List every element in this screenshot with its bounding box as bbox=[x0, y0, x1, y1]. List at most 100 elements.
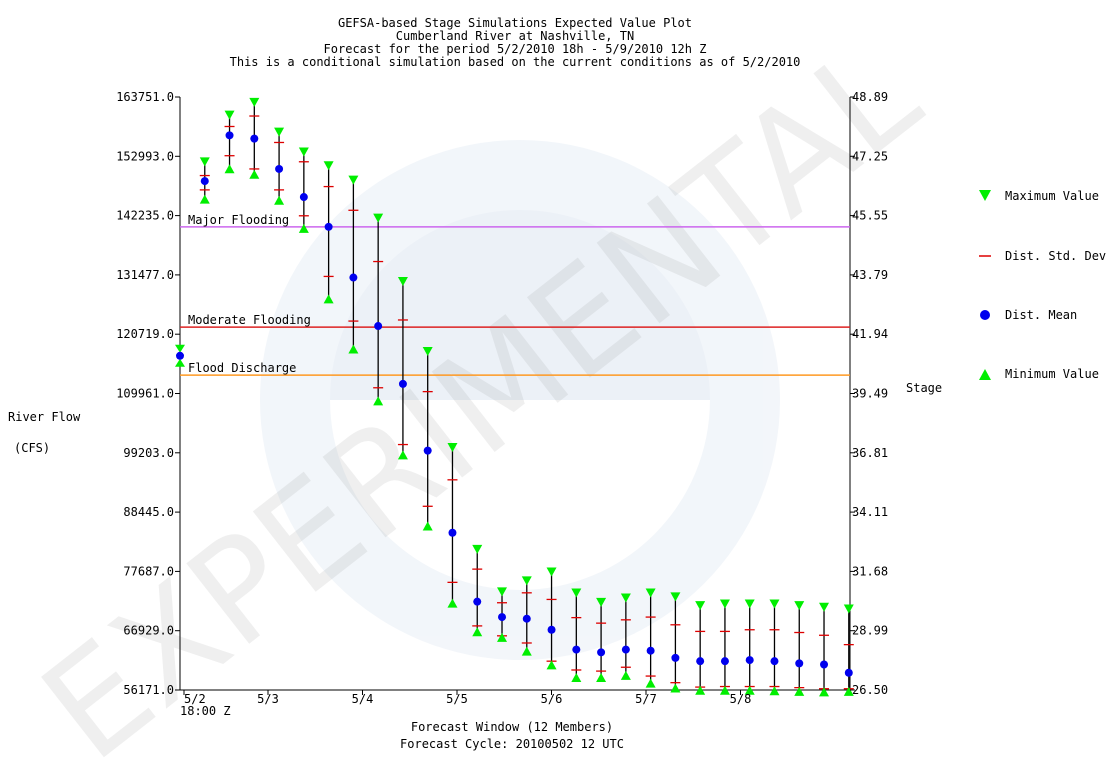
mean-marker bbox=[621, 645, 630, 654]
forecast-step-24 bbox=[769, 599, 780, 696]
mean-marker bbox=[200, 177, 209, 186]
mean-marker bbox=[720, 657, 729, 666]
max-marker bbox=[794, 601, 805, 611]
min-marker bbox=[769, 686, 780, 696]
min-marker bbox=[521, 646, 532, 656]
y-left-tick-label: 77687.0 bbox=[123, 564, 174, 578]
axes: 163751.0 152993.0 142235.0 131477.0 120719.0… bbox=[116, 90, 888, 718]
mean-marker bbox=[448, 528, 457, 537]
mean-marker bbox=[597, 648, 606, 657]
max-marker bbox=[620, 593, 631, 603]
y-right-tick-label: 39.49 bbox=[852, 387, 888, 401]
threshold-label: Moderate Flooding bbox=[188, 313, 311, 327]
legend-max-symbol bbox=[979, 190, 991, 201]
min-marker bbox=[249, 169, 260, 179]
forecast-step-3 bbox=[249, 97, 260, 179]
min-marker bbox=[546, 660, 557, 670]
mean-marker bbox=[398, 379, 407, 388]
min-marker bbox=[497, 632, 508, 642]
observed-min-marker bbox=[175, 358, 185, 367]
y-left-tick-label: 56171.0 bbox=[123, 683, 174, 697]
y-left-tick-label: 142235.0 bbox=[116, 209, 174, 223]
legend-mean-symbol bbox=[980, 310, 990, 320]
y-axis-label-right: Stage bbox=[906, 381, 942, 395]
y-right-tick-label: 47.25 bbox=[852, 149, 888, 163]
forecast-step-2 bbox=[224, 110, 235, 174]
mean-marker bbox=[423, 446, 432, 455]
forecast-step-18 bbox=[620, 593, 631, 680]
max-marker bbox=[571, 588, 582, 598]
min-marker bbox=[596, 673, 607, 683]
min-marker bbox=[819, 687, 830, 697]
max-marker bbox=[447, 442, 458, 452]
legend-item: Dist. Std. Dev bbox=[979, 249, 1106, 263]
forecast-step-23 bbox=[744, 599, 755, 695]
min-marker bbox=[571, 673, 582, 683]
min-marker bbox=[348, 344, 359, 354]
max-marker bbox=[298, 147, 309, 157]
min-marker bbox=[620, 670, 631, 680]
max-marker bbox=[596, 597, 607, 607]
max-marker bbox=[769, 599, 780, 609]
cfs-label: (CFS) bbox=[14, 441, 50, 455]
title-line-1: GEFSA-based Stage Simulations Expected V… bbox=[338, 16, 692, 30]
max-marker bbox=[645, 588, 656, 598]
forecast-step-16 bbox=[571, 588, 582, 683]
forecast-step-20 bbox=[670, 592, 681, 693]
legend-label: Dist. Std. Dev bbox=[1005, 249, 1106, 263]
min-marker bbox=[719, 685, 730, 695]
mean-marker bbox=[671, 653, 680, 662]
y-left-tick-label: 66929.0 bbox=[123, 624, 174, 638]
y-right-tick-label: 34.11 bbox=[852, 505, 888, 519]
mean-marker bbox=[572, 645, 581, 654]
max-marker bbox=[843, 604, 854, 614]
forecast-step-4 bbox=[274, 127, 285, 205]
river-flow-label: River Flow bbox=[8, 410, 81, 424]
min-marker bbox=[422, 521, 433, 531]
forecast-step-17 bbox=[596, 597, 607, 683]
max-marker bbox=[249, 97, 260, 107]
ensemble-marks bbox=[175, 97, 854, 697]
forecast-step-21 bbox=[695, 601, 706, 695]
mean-marker bbox=[250, 134, 259, 143]
observed-mean-marker bbox=[176, 351, 184, 360]
x-tick-label: 5/6 bbox=[541, 692, 563, 706]
min-marker bbox=[695, 685, 706, 695]
chart-title: GEFSA-based Stage Simulations Expected V… bbox=[230, 16, 801, 69]
y-right-tick-label: 43.79 bbox=[852, 268, 888, 282]
max-marker bbox=[744, 599, 755, 609]
max-marker bbox=[373, 213, 384, 223]
x-tick-label: 5/3 bbox=[257, 692, 279, 706]
min-marker bbox=[843, 686, 854, 696]
min-marker bbox=[298, 223, 309, 233]
y-left-tick-label: 88445.0 bbox=[123, 505, 174, 519]
forecast-step-11 bbox=[447, 442, 458, 608]
y-left-tick-label: 109961.0 bbox=[116, 387, 174, 401]
title-line-2: Cumberland River at Nashville, TN bbox=[396, 29, 634, 43]
max-marker bbox=[472, 544, 483, 554]
forecast-step-5 bbox=[298, 147, 309, 233]
forecast-step-7 bbox=[348, 175, 359, 354]
legend-item: Minimum Value bbox=[979, 367, 1099, 381]
legend: Maximum Value Dist. Std. Dev Dist. Mean Min… bbox=[979, 189, 1106, 381]
min-marker bbox=[447, 598, 458, 608]
max-marker bbox=[397, 277, 408, 287]
max-marker bbox=[199, 157, 210, 167]
min-marker bbox=[794, 686, 805, 696]
legend-min-symbol bbox=[979, 369, 991, 380]
forecast-step-8 bbox=[373, 213, 384, 406]
min-marker bbox=[224, 164, 235, 174]
max-marker bbox=[719, 599, 730, 609]
mean-marker bbox=[795, 659, 804, 668]
observed-max-marker bbox=[175, 344, 185, 353]
forecast-step-9 bbox=[397, 277, 408, 460]
mean-marker bbox=[498, 613, 507, 622]
max-marker bbox=[224, 110, 235, 120]
observed-start bbox=[175, 344, 185, 367]
y-left-tick-label: 152993.0 bbox=[116, 149, 174, 163]
forecast-step-6 bbox=[323, 161, 334, 304]
max-marker bbox=[670, 592, 681, 602]
min-marker bbox=[323, 294, 334, 304]
min-marker bbox=[744, 685, 755, 695]
legend-item: Dist. Mean bbox=[980, 308, 1077, 322]
